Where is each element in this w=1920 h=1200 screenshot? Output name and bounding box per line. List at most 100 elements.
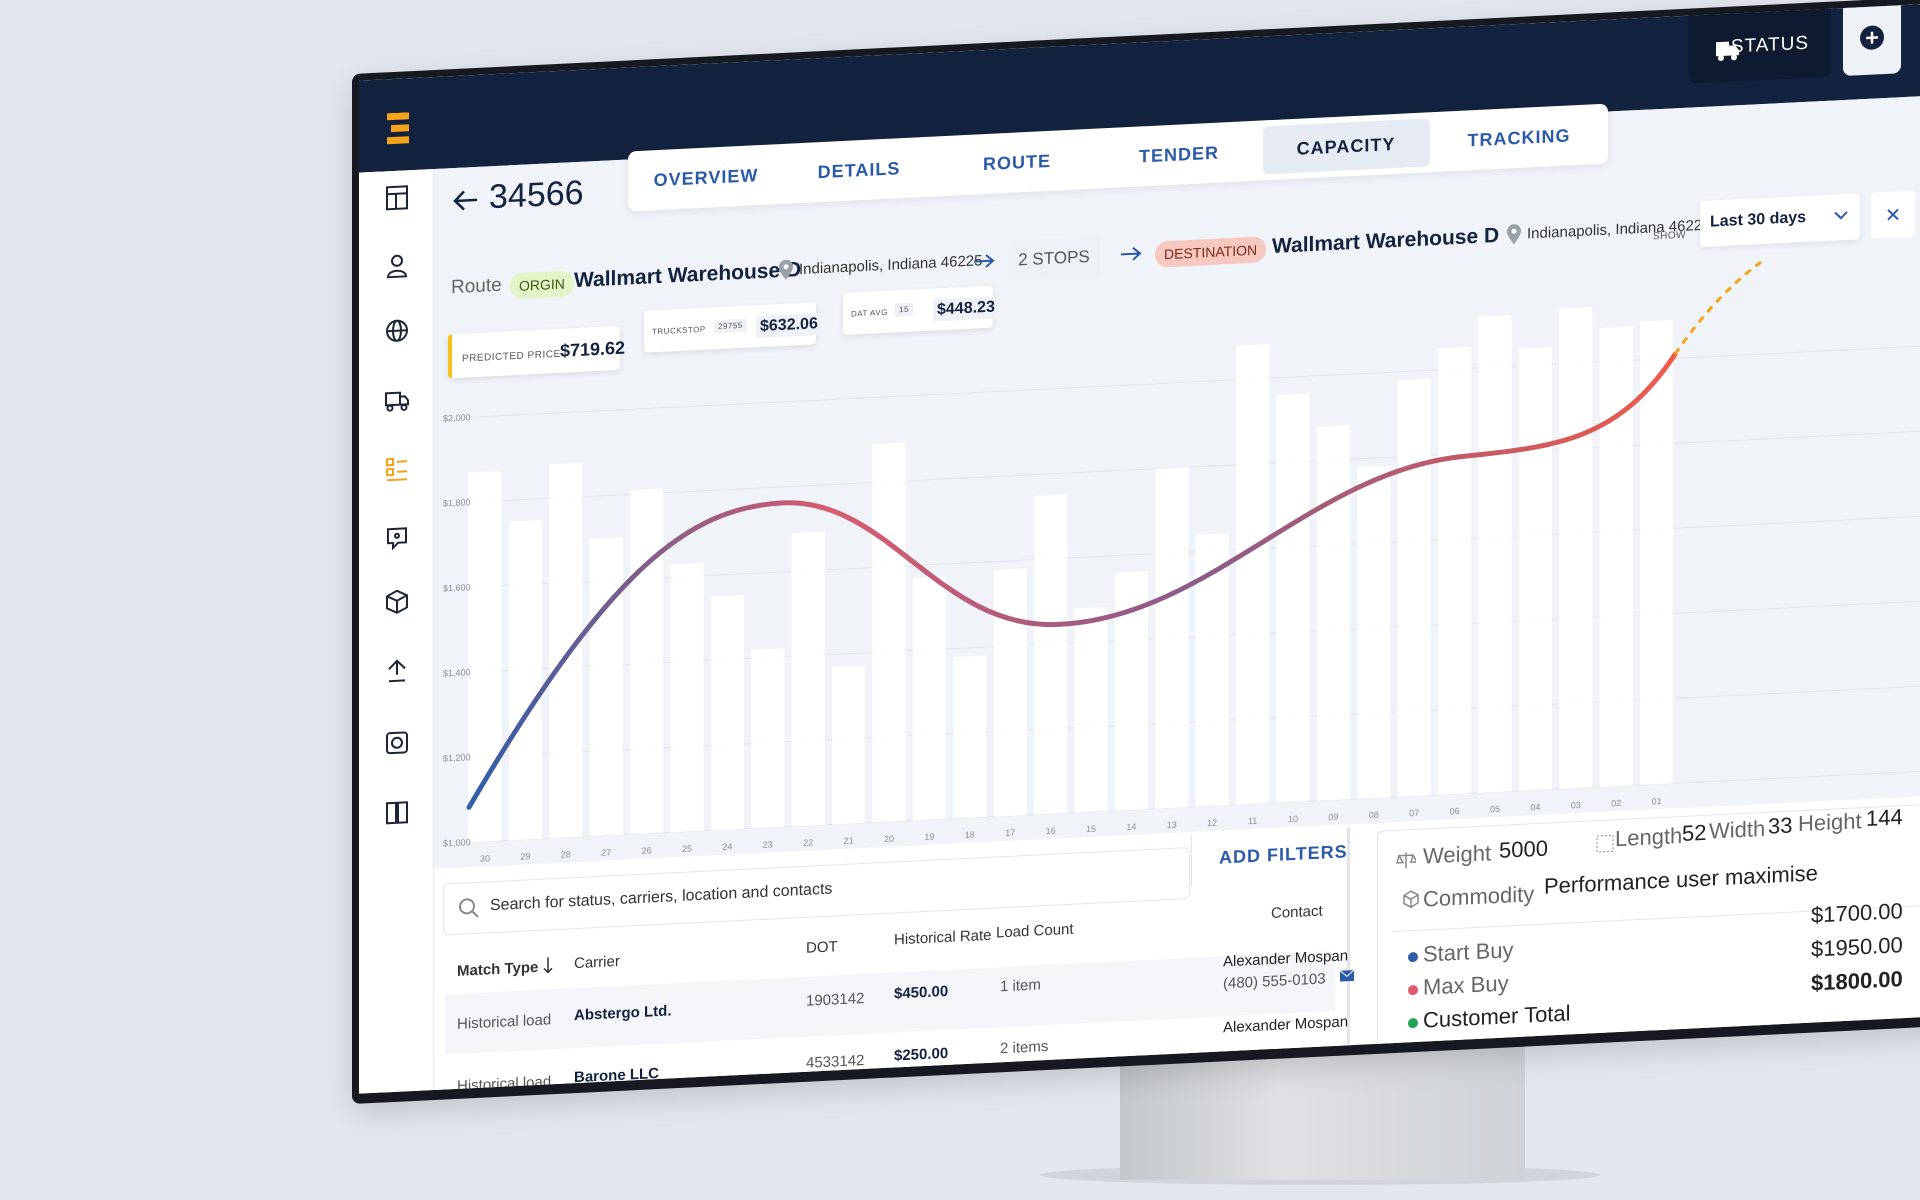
close-button[interactable] [1871, 190, 1915, 239]
icon-upload[interactable] [388, 659, 406, 683]
status-button[interactable]: STATUS [1688, 2, 1831, 84]
x-tick-label: 05 [1490, 804, 1500, 814]
route-arrow [1121, 247, 1142, 261]
x-tick-label: 12 [1207, 818, 1217, 828]
x-tick-label: 07 [1409, 808, 1419, 818]
icon-truck[interactable] [385, 391, 409, 412]
width-value: 33 [1768, 812, 1793, 839]
x-tick-label: 19 [924, 832, 934, 842]
legend-dot [1408, 984, 1418, 996]
search-placeholder: Search for status, carriers, location an… [490, 880, 833, 915]
bar [1559, 307, 1593, 789]
bar [791, 531, 825, 827]
tab[interactable]: CAPACITY [1296, 133, 1396, 159]
bar [1599, 326, 1633, 787]
dat-count: 15 [895, 302, 913, 317]
monitor: STATUS $1,000 $1,200 $1,400 $1,600 $1,800 $2,… [352, 0, 1920, 1104]
y-tick-label: $1,200 [443, 752, 471, 763]
grid-line [469, 428, 1920, 503]
add-filters-button[interactable]: ADD FILTERS [1219, 841, 1348, 868]
add-button[interactable] [1843, 1, 1901, 77]
cell: Barone LLC [574, 1064, 660, 1087]
height-label: Height [1798, 808, 1862, 837]
column-header: DOT [806, 938, 838, 957]
x-tick-label: 26 [642, 845, 652, 855]
icon-box[interactable] [386, 589, 408, 614]
y-tick-label: $1,600 [443, 582, 471, 593]
x-tick-label: 09 [1328, 812, 1338, 822]
icon-globe[interactable] [386, 319, 408, 342]
show-label: SHOW [1653, 229, 1687, 243]
truck-icon [1716, 41, 1739, 62]
icon-book[interactable] [386, 801, 408, 825]
x-tick-label: 21 [844, 835, 854, 845]
cell: 2 items [1000, 1037, 1049, 1058]
x-tick-label: 02 [1611, 798, 1621, 808]
x-tick-label: 22 [803, 837, 813, 847]
icon-dashboard[interactable] [386, 185, 408, 211]
legend-dot [1408, 1017, 1418, 1029]
close-icon [1887, 208, 1899, 221]
tab[interactable]: DETAILS [817, 158, 901, 183]
predicted-label: PREDICTED PRICE [462, 348, 561, 365]
bar [1074, 607, 1108, 813]
bar [1478, 315, 1512, 793]
sort-arrow[interactable] [543, 956, 553, 974]
bar [670, 563, 704, 833]
tab[interactable]: ROUTE [983, 150, 1051, 175]
bar [1236, 344, 1270, 805]
cell: 1903142 [806, 989, 865, 1010]
bar [1438, 347, 1472, 795]
divider [1191, 834, 1192, 887]
tab[interactable]: TRACKING [1467, 125, 1571, 151]
x-tick-label: 29 [520, 851, 530, 861]
bar [751, 648, 785, 829]
bar [912, 576, 946, 821]
start-buy-value: $1700.00 [1811, 898, 1903, 928]
max-buy-value: $1950.00 [1811, 932, 1903, 962]
icon-user[interactable] [386, 254, 408, 279]
period-dropdown[interactable]: Last 30 days [1700, 193, 1860, 248]
logo[interactable] [387, 112, 411, 145]
bar [1397, 378, 1431, 797]
length-value: 52 [1682, 819, 1707, 846]
cell: 1 item [1000, 976, 1041, 996]
weight-value: 5000 [1499, 835, 1548, 863]
y-tick-label: $1,800 [443, 497, 471, 508]
period-value: Last 30 days [1710, 208, 1807, 231]
bar [508, 519, 542, 841]
chevron [1834, 211, 1848, 220]
bar [993, 568, 1027, 817]
sidebar-icons [385, 185, 409, 825]
size-icon [1596, 834, 1614, 853]
price-chart: $1,000 $1,200 $1,400 $1,600 $1,800 $2,000 30 29… [443, 260, 1920, 864]
tab[interactable]: OVERVIEW [653, 165, 759, 191]
mail-icon[interactable] [1340, 969, 1354, 982]
bar [1155, 467, 1189, 809]
legend-dot [1408, 951, 1418, 963]
column-header: Load Count [996, 920, 1074, 942]
column-header: Historical Rate [894, 926, 992, 949]
x-tick-label: 23 [763, 839, 773, 849]
bar [1357, 465, 1391, 799]
commodity-icon [1403, 890, 1419, 909]
bar [549, 462, 583, 839]
icon-loads[interactable] [386, 457, 407, 482]
tab[interactable]: TENDER [1138, 142, 1220, 167]
cell: 4533142 [806, 1051, 865, 1072]
icon-settings[interactable] [386, 731, 408, 755]
icon-chat[interactable] [387, 527, 407, 551]
bar [630, 488, 664, 835]
cell: Alexander Mospan [1223, 1013, 1349, 1037]
search-box[interactable]: Search for status, carriers, location an… [443, 847, 1190, 936]
stops-box[interactable]: 2 STOPS [1008, 236, 1100, 281]
bar [1640, 320, 1674, 786]
back-arrow[interactable] [451, 187, 481, 214]
x-tick-label: 08 [1369, 810, 1379, 820]
carrier-panel: Search for status, carriers, location an… [435, 827, 1354, 1094]
predicted-value: $719.62 [560, 337, 626, 361]
dat-chip: DAT AVG 15 $448.23 [843, 285, 999, 335]
forecast-curve [1673, 260, 1762, 356]
screen: STATUS $1,000 $1,200 $1,400 $1,600 $1,800 $2,… [359, 1, 1920, 1094]
